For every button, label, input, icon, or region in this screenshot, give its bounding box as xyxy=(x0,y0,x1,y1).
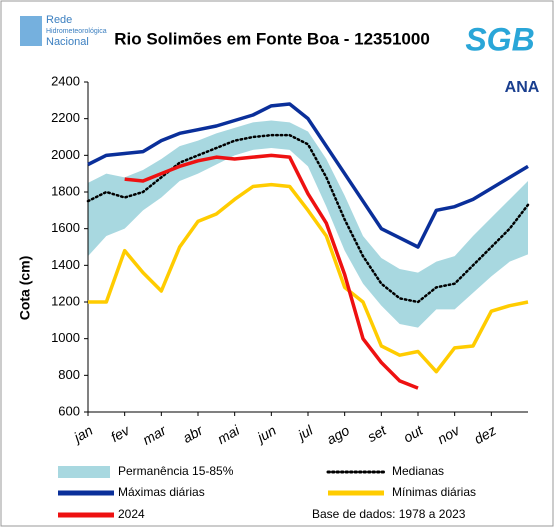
band-area xyxy=(88,120,528,328)
y-tick-label: 1800 xyxy=(51,183,80,198)
legend-label: Máximas diárias xyxy=(118,485,205,499)
series-line xyxy=(86,133,530,304)
y-tick-label: 800 xyxy=(58,367,80,382)
y-tick-label: 1600 xyxy=(51,220,80,235)
chart-title: Rio Solimões em Fonte Boa - 12351000 xyxy=(114,29,430,48)
series-line xyxy=(88,182,529,374)
network-logo-icon xyxy=(20,16,42,46)
y-tick-label: 1000 xyxy=(51,330,80,345)
legend-label: Medianas xyxy=(392,464,444,478)
network-logo-text: Rede xyxy=(46,14,72,26)
y-tick-label: 600 xyxy=(58,403,80,418)
y-axis-label: Cota (cm) xyxy=(17,256,33,321)
data-note: Base de dados: 1978 a 2023 xyxy=(312,507,466,521)
series-line xyxy=(87,102,529,249)
y-tick-label: 1400 xyxy=(51,257,80,272)
y-tick-label: 2400 xyxy=(51,73,80,88)
ana-logo: ANA xyxy=(505,79,540,96)
y-tick-label: 2000 xyxy=(51,147,80,162)
series-line xyxy=(124,153,419,390)
y-tick-label: 2200 xyxy=(51,110,80,125)
legend-swatch xyxy=(58,466,110,478)
network-logo-text: Nacional xyxy=(46,36,89,48)
legend-label: Permanência 15-85% xyxy=(118,464,234,478)
sgb-logo: SGB xyxy=(465,21,534,57)
y-tick-label: 1200 xyxy=(51,293,80,308)
legend-label: 2024 xyxy=(118,507,145,521)
legend-label: Mínimas diárias xyxy=(392,485,476,499)
network-logo-text: Hidrometeorológica xyxy=(46,28,107,35)
